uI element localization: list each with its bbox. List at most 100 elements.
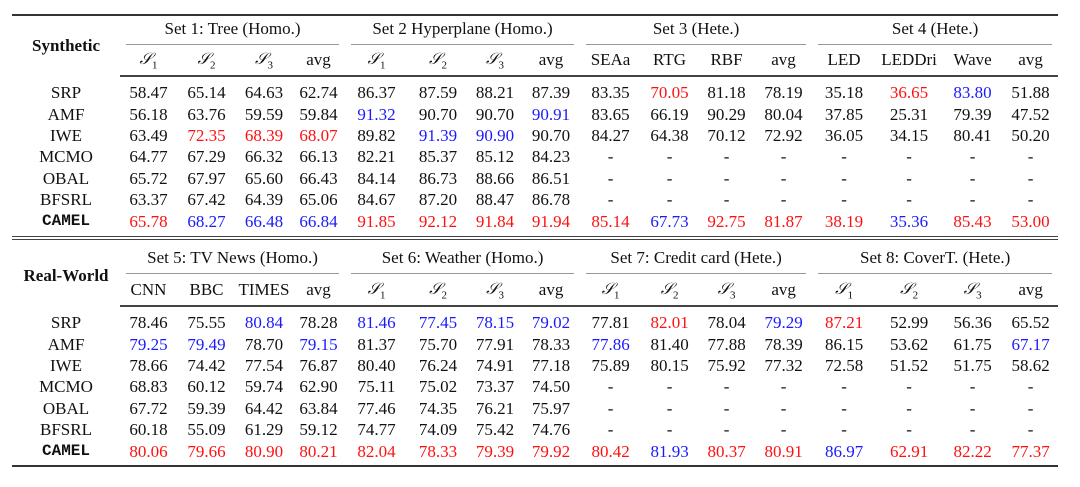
score-cell: - — [841, 147, 847, 167]
avg-score-cell: 86.78 — [531, 190, 571, 210]
score-cell: 81.18 — [707, 83, 746, 103]
group-header: Set 6: Weather (Homo.) — [345, 245, 580, 275]
table-section-title: Synthetic — [32, 36, 100, 55]
method-name: IWE — [49, 355, 83, 375]
score-cell: 78.66 — [129, 355, 168, 375]
score-cell: 79.66 — [187, 441, 226, 461]
score-cell: 80.15 — [650, 355, 689, 375]
avg-score-cell: 79.92 — [531, 441, 571, 461]
subscript: 3 — [498, 289, 504, 302]
avg-score-cell: 78.39 — [764, 334, 803, 354]
avg-score-cell: 80.91 — [764, 441, 803, 461]
subscript: 2 — [209, 59, 216, 72]
score-cell: 36.65 — [889, 83, 929, 103]
avg-score-cell: 51.88 — [1011, 83, 1050, 103]
score-cell: 70.05 — [650, 83, 689, 103]
subscript: 1 — [151, 59, 158, 72]
score-cell: 78.70 — [244, 334, 284, 354]
score-cell: 82.21 — [357, 147, 396, 167]
score-cell: - — [969, 168, 976, 188]
score-cell: 75.02 — [418, 377, 458, 397]
column-header: avg — [522, 45, 581, 77]
score-cell: 64.42 — [244, 398, 284, 418]
score-cell: 77.81 — [591, 313, 630, 333]
score-cell: - — [906, 377, 912, 397]
score-cell: 88.21 — [475, 83, 515, 103]
avg-score-cell: 47.52 — [1011, 104, 1050, 124]
score-cell: - — [723, 420, 730, 440]
score-cell: - — [723, 147, 730, 167]
score-cell: - — [969, 420, 976, 440]
method-name: SRP — [50, 83, 82, 103]
score-cell: 77.86 — [591, 334, 630, 354]
table-row: AMF 79.25 79.49 78.70 79.15 81.37 75.70 77.91 78… — [12, 333, 1058, 354]
score-cell: 75.55 — [187, 313, 226, 333]
score-cell: 60.18 — [129, 420, 168, 440]
score-cell: 83.65 — [591, 104, 630, 124]
score-cell: 80.42 — [591, 441, 630, 461]
score-cell: 59.39 — [187, 398, 226, 418]
subscript: 1 — [847, 289, 854, 302]
score-cell: - — [841, 398, 847, 418]
group-header: Set 3 (Hete.) — [580, 15, 812, 45]
table-row: BFSRL 63.37 67.42 64.39 65.06 84.67 87.20 88.47… — [12, 189, 1058, 210]
column-header: 𝒮2 — [408, 275, 469, 307]
score-cell: 65.78 — [129, 211, 168, 231]
score-cell: 81.93 — [650, 441, 689, 461]
method-name: IWE — [49, 125, 83, 145]
score-cell: 58.47 — [129, 83, 168, 103]
column-header-row: CNN BBC TIMES avg 𝒮1 𝒮2 𝒮3 avg 𝒮1 𝒮2 𝒮3 avg 𝒮1 𝒮2 𝒮3 av… — [12, 275, 1059, 307]
table-row: SRP 58.47 65.14 64.63 62.74 86.37 87.59 88.21 87… — [12, 82, 1058, 103]
score-cell: - — [906, 147, 912, 167]
method-name: AMF — [47, 334, 85, 354]
score-cell: 36.05 — [824, 125, 864, 145]
column-header: 𝒮3 — [236, 45, 292, 77]
group-name: Set 5: TV News (Homo.) — [126, 246, 340, 274]
score-cell: 53.62 — [890, 334, 929, 354]
column-header: 𝒮3 — [468, 45, 522, 77]
subscript: 2 — [673, 289, 679, 302]
score-cell: 76.21 — [475, 398, 515, 418]
method-name: BFSRL — [40, 190, 92, 210]
method-name: OBAL — [42, 168, 90, 188]
score-cell: - — [607, 420, 614, 440]
score-cell: 61.75 — [953, 334, 992, 354]
score-cell: 63.49 — [129, 125, 168, 145]
table-section-title: Real-World — [23, 265, 109, 285]
score-cell: 88.66 — [475, 168, 515, 188]
group-name: Set 2 Hyperplane (Homo.) — [351, 17, 575, 45]
avg-score-cell: - — [1027, 168, 1034, 188]
table-row: IWE 78.66 74.42 77.54 76.87 80.40 76.24 74.91 77… — [12, 355, 1058, 376]
table-row: OBAL 65.72 67.97 65.60 66.43 84.14 86.73 88.66 8… — [12, 168, 1058, 189]
avg-score-cell: 91.94 — [531, 211, 571, 231]
score-cell: 83.35 — [591, 83, 630, 103]
score-cell: - — [723, 377, 730, 397]
score-cell: 86.97 — [825, 441, 864, 461]
column-header: avg — [1003, 275, 1059, 307]
score-cell: - — [969, 190, 976, 210]
script-s-symbol: 𝒮 — [429, 278, 442, 298]
avg-score-cell: 81.87 — [764, 211, 803, 231]
score-cell: - — [607, 190, 614, 210]
subscript: 1 — [379, 59, 386, 72]
score-cell: 87.59 — [418, 83, 458, 103]
column-header: 𝒮2 — [641, 275, 699, 307]
score-cell: 89.82 — [357, 125, 396, 145]
score-cell: 35.36 — [889, 211, 929, 231]
group-header: Set 8: CoverT. (Hete.) — [812, 245, 1058, 275]
group-header-row: Synthetic Set 1: Tree (Homo.) Set 2 Hyperp… — [12, 15, 1058, 55]
score-cell: 67.73 — [650, 211, 689, 231]
score-cell: 59.59 — [244, 104, 284, 124]
table-row: CAMEL 80.06 79.66 80.90 80.21 82.04 78.33 79.39… — [12, 440, 1058, 461]
avg-score-cell: 86.51 — [531, 168, 571, 188]
avg-score-cell: 65.06 — [299, 190, 338, 210]
score-cell: 83.80 — [953, 83, 992, 103]
method-name: AMF — [47, 104, 85, 124]
group-name: Set 3 (Hete.) — [586, 17, 807, 45]
score-cell: 73.37 — [475, 377, 515, 397]
avg-score-cell: 68.07 — [299, 125, 338, 145]
score-cell: 77.45 — [418, 313, 458, 333]
script-s-symbol: 𝒮 — [486, 48, 499, 68]
script-s-symbol: 𝒮 — [429, 48, 442, 68]
score-cell: - — [906, 190, 912, 210]
